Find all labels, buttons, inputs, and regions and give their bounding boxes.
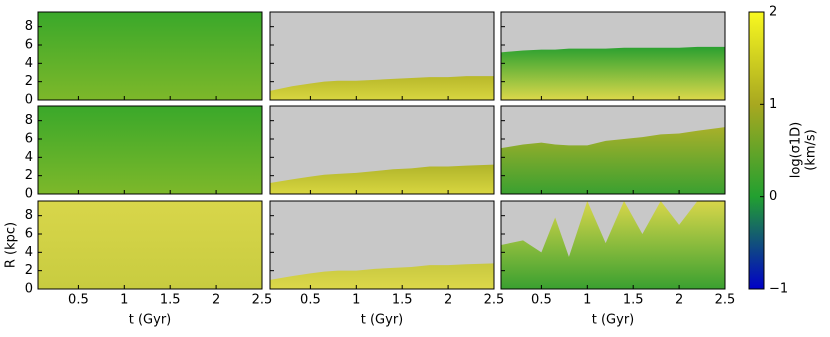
area — [270, 263, 494, 289]
area — [270, 164, 494, 194]
panel-frame — [500, 200, 726, 290]
colorbar-tick-label: 1 — [769, 97, 777, 112]
x-tick-label: 0.5 — [531, 293, 552, 308]
panel-frame — [269, 105, 495, 195]
x-tick-label: 2 — [212, 293, 220, 308]
y-tick-label: 4 — [25, 245, 33, 260]
y-tick-label: 4 — [25, 150, 33, 165]
y-tick-label: 2 — [25, 168, 33, 183]
panel-frame — [269, 11, 495, 101]
panel-frame — [500, 11, 726, 101]
x-tick-label: 2.5 — [484, 293, 505, 308]
x-tick-label: 1.5 — [392, 293, 413, 308]
colorbar-tick-label: 2 — [769, 5, 777, 20]
panel-frame — [37, 105, 263, 195]
area — [501, 46, 725, 100]
panel-frame — [269, 200, 495, 290]
x-tick-label: 1 — [583, 293, 591, 308]
y-tick-label: 8 — [25, 19, 33, 34]
area — [38, 106, 262, 194]
y-tick-label: 6 — [25, 38, 33, 53]
x-tick-label: 0.5 — [300, 293, 321, 308]
y-tick-label: 6 — [25, 132, 33, 147]
colorbar-tick-label: 0 — [769, 189, 777, 204]
x-tick-label: 0.5 — [68, 293, 89, 308]
x-tick-label: 2.5 — [252, 293, 273, 308]
area — [38, 12, 262, 100]
x-tick-label: 1.5 — [160, 293, 181, 308]
x-tick-label: 1 — [352, 293, 360, 308]
y-tick-label: 0 — [25, 187, 33, 202]
x-tick-label: 1.5 — [623, 293, 644, 308]
y-tick-label: 8 — [25, 208, 33, 223]
y-tick-label: 4 — [25, 56, 33, 71]
panel-frame — [37, 11, 263, 101]
colorbar-label: (km/s) — [804, 129, 819, 171]
y-axis-label: R (kpc) — [4, 222, 19, 268]
panel-frame — [500, 105, 726, 195]
y-tick-label: 0 — [25, 282, 33, 297]
y-tick-label: 2 — [25, 74, 33, 89]
x-axis-label: t (Gyr) — [129, 313, 172, 328]
panel-frame — [37, 200, 263, 290]
colorbar-label: log(σ1D) — [789, 122, 804, 178]
area — [501, 127, 725, 194]
colorbar — [748, 11, 765, 290]
colorbar-tick-label: −1 — [769, 282, 788, 297]
x-tick-label: 2 — [444, 293, 452, 308]
x-tick-label: 2.5 — [715, 293, 736, 308]
x-axis-label: t (Gyr) — [361, 313, 404, 328]
area — [270, 76, 494, 100]
x-tick-label: 2 — [675, 293, 683, 308]
area — [38, 201, 262, 289]
y-tick-label: 2 — [25, 263, 33, 278]
y-tick-label: 6 — [25, 227, 33, 242]
x-axis-label: t (Gyr) — [592, 313, 635, 328]
area — [501, 201, 725, 289]
x-tick-label: 1 — [120, 293, 128, 308]
y-tick-label: 8 — [25, 113, 33, 128]
y-tick-label: 0 — [25, 93, 33, 108]
